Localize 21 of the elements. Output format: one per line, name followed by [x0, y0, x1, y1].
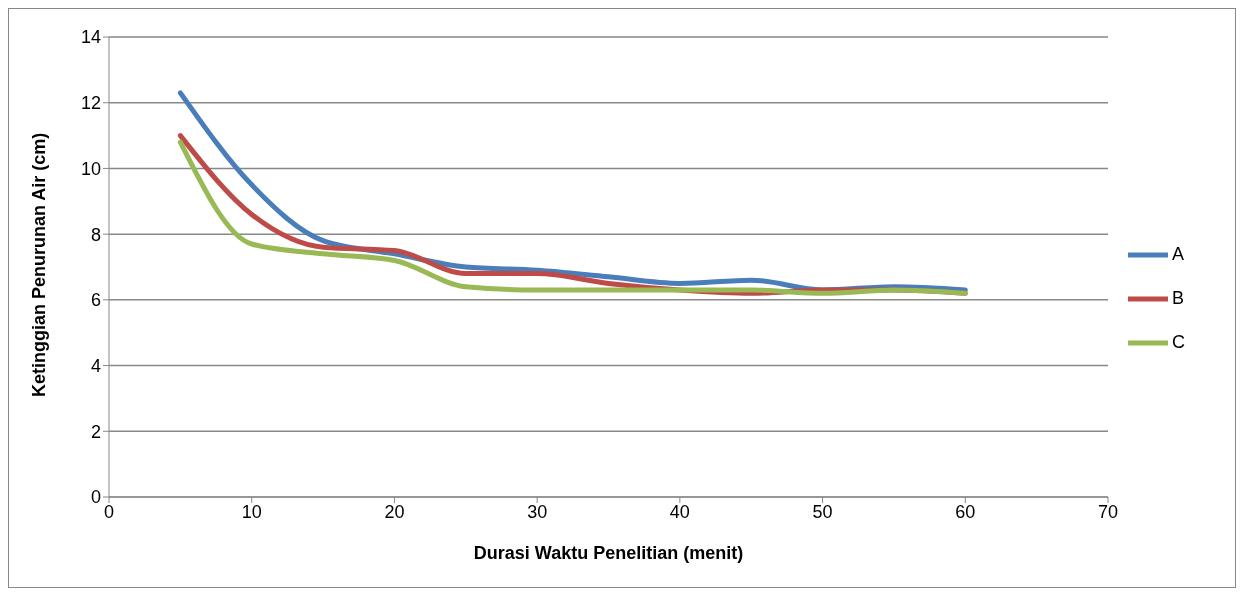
y-tick-label: 12 [80, 93, 101, 114]
legend-label: C [1172, 332, 1185, 352]
x-tick-label: 50 [812, 501, 833, 522]
x-tick-label: 60 [955, 501, 976, 522]
legend-label: A [1172, 244, 1185, 264]
x-tick-label: 20 [384, 501, 405, 522]
y-axis-title: Ketinggian Penurunan Air (cm) [29, 132, 50, 397]
x-tick-label: 40 [669, 501, 690, 522]
x-tick-label: 0 [103, 501, 115, 522]
y-tick-label: 4 [90, 355, 101, 376]
y-tick-label: 10 [80, 158, 101, 179]
y-tick-label: 8 [90, 224, 101, 245]
x-tick-label: 10 [241, 501, 262, 522]
y-tick-label: 6 [90, 290, 101, 311]
x-tick-label: 70 [1097, 501, 1119, 522]
y-tick-label: 0 [90, 487, 101, 508]
y-tick-label: 2 [90, 421, 101, 442]
x-axis-title: Durasi Waktu Penelitian (menit) [473, 543, 744, 563]
y-tick-label: 14 [80, 27, 101, 48]
x-tick-label: 30 [527, 501, 548, 522]
legend-label: B [1172, 288, 1185, 308]
